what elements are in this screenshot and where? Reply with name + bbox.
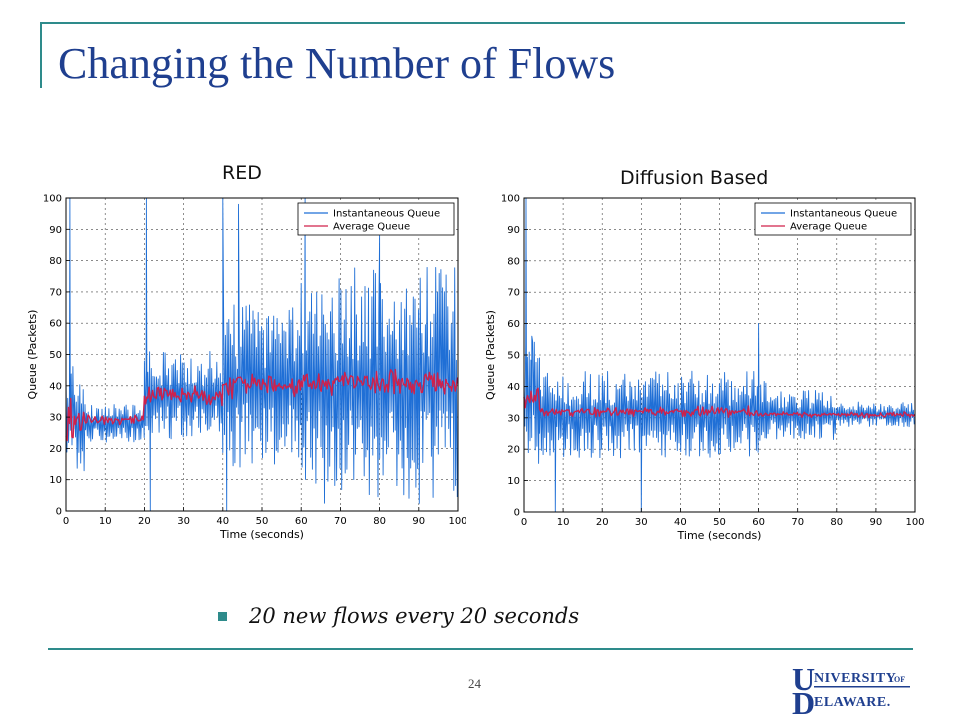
x-tick-label: 10 <box>99 516 112 527</box>
y-tick-label: 70 <box>49 287 62 298</box>
x-tick-label: 20 <box>596 517 609 528</box>
x-tick-label: 30 <box>177 516 190 527</box>
x-tick-label: 50 <box>256 516 269 527</box>
y-tick-label: 60 <box>507 319 520 330</box>
y-tick-label: 50 <box>507 351 520 362</box>
y-tick-label: 100 <box>501 194 520 205</box>
svg-text:ELAWARE.: ELAWARE. <box>814 695 891 710</box>
x-tick-label: 40 <box>674 517 687 528</box>
bottom-rule <box>48 648 913 650</box>
x-tick-label: 90 <box>412 516 425 527</box>
svg-text:D: D <box>792 685 815 716</box>
x-tick-label: 60 <box>295 516 308 527</box>
y-tick-label: 50 <box>49 350 62 361</box>
x-tick-label: 100 <box>448 516 466 527</box>
university-logo: U NIVERSITY OF D ELAWARE. <box>792 661 910 716</box>
y-tick-label: 70 <box>507 288 520 299</box>
y-tick-label: 90 <box>507 225 520 236</box>
x-tick-label: 90 <box>870 517 883 528</box>
y-tick-label: 80 <box>507 256 520 267</box>
chart-title-red: RED <box>222 162 262 184</box>
bullet-item: 20 new flows every 20 seconds <box>218 604 579 628</box>
x-tick-label: 30 <box>635 517 648 528</box>
x-tick-label: 70 <box>791 517 804 528</box>
chart-red: 0 10 20 30 40 50 60 70 80 90 100 0 10 20 30 40 50 60 70 80 9… <box>26 194 466 542</box>
top-rule <box>40 22 905 24</box>
legend-label: Instantaneous Queue <box>333 209 440 220</box>
x-tick-label: 70 <box>334 516 347 527</box>
y-tick-label: 40 <box>507 382 520 393</box>
x-tick-label: 40 <box>216 516 229 527</box>
x-tick-label: 20 <box>138 516 151 527</box>
bullet-square-icon <box>218 611 227 621</box>
legend-label: Average Queue <box>333 222 410 233</box>
x-tick-label: 10 <box>557 517 570 528</box>
legend-box <box>297 202 455 236</box>
average-queue-line <box>65 368 459 442</box>
y-axis-label: Queue (Packets) <box>484 310 497 400</box>
x-tick-label: 80 <box>830 517 843 528</box>
y-tick-label: 90 <box>49 225 62 236</box>
x-axis-label: Time (seconds) <box>219 528 304 541</box>
legend-label: Instantaneous Queue <box>790 209 897 220</box>
svg-text:OF: OF <box>894 675 905 684</box>
y-tick-label: 80 <box>49 256 62 267</box>
average-queue-line <box>523 387 916 419</box>
legend-box <box>754 202 912 236</box>
chart-title-diffusion: Diffusion Based <box>620 167 769 189</box>
y-axis-label: Queue (Packets) <box>26 310 39 400</box>
chart-diffusion: 0 10 20 30 40 50 60 70 80 90 100 0 10 20 30 40 50 60 70 80 9… <box>484 194 925 543</box>
left-rule <box>40 22 42 88</box>
y-tick-label: 20 <box>507 445 520 456</box>
x-tick-label: 60 <box>752 517 765 528</box>
y-tick-label: 0 <box>56 507 62 518</box>
y-tick-label: 30 <box>507 413 520 424</box>
page-number: 24 <box>468 676 481 691</box>
svg-text:NIVERSITY: NIVERSITY <box>814 671 896 686</box>
y-tick-label: 60 <box>49 319 62 330</box>
slide-title: Changing the Number of Flows <box>58 39 616 88</box>
x-tick-label: 80 <box>373 516 386 527</box>
x-tick-label: 50 <box>713 517 726 528</box>
y-tick-label: 0 <box>514 508 520 519</box>
y-tick-label: 10 <box>49 475 62 486</box>
x-axis-label: Time (seconds) <box>677 529 762 542</box>
y-tick-label: 30 <box>49 413 62 424</box>
bullet-text: 20 new flows every 20 seconds <box>249 604 580 628</box>
y-tick-label: 40 <box>49 381 62 392</box>
x-tick-label: 0 <box>63 516 69 527</box>
x-tick-label: 0 <box>521 517 527 528</box>
y-tick-label: 100 <box>43 194 62 205</box>
svg-text:U: U <box>792 661 815 697</box>
y-tick-label: 20 <box>49 444 62 455</box>
x-tick-label: 100 <box>905 517 924 528</box>
y-tick-label: 10 <box>507 476 520 487</box>
legend-label: Average Queue <box>790 222 867 233</box>
